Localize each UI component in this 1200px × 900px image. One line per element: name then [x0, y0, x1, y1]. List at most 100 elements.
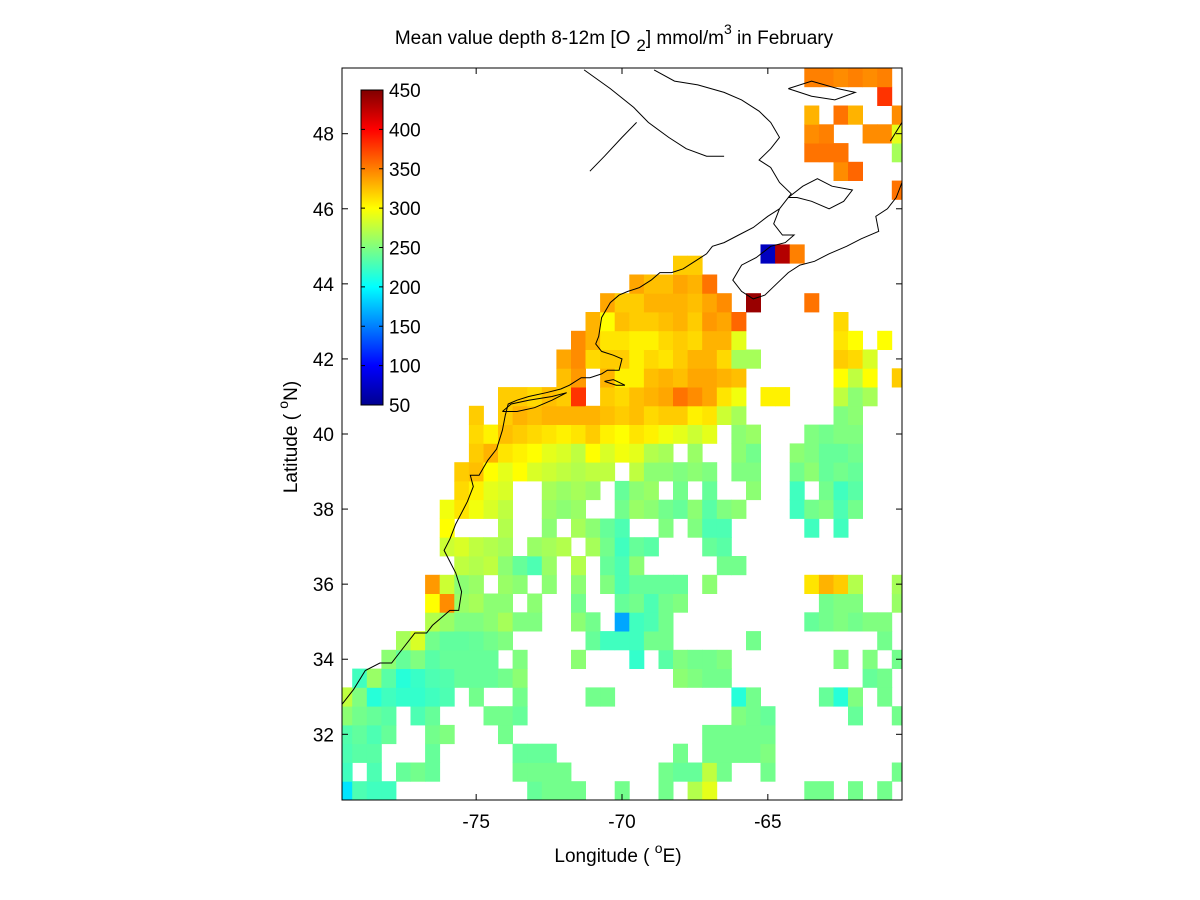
heatmap-cell — [804, 293, 820, 313]
heatmap-cell — [600, 462, 616, 482]
heatmap-cell — [658, 424, 674, 444]
heatmap-cell — [848, 462, 863, 482]
heatmap-cell — [512, 556, 528, 576]
heatmap-cell — [687, 518, 703, 538]
heatmap-cell — [541, 443, 557, 463]
heatmap-cell — [614, 424, 630, 444]
coastline-segment — [788, 80, 858, 101]
heatmap-cell — [527, 556, 543, 576]
heatmap-cell — [483, 668, 499, 688]
heatmap-cell — [731, 424, 747, 444]
colorbar-tick-label: 150 — [389, 317, 421, 338]
heatmap-cell — [614, 368, 630, 388]
heatmap-cell — [804, 499, 820, 519]
heatmap-cell — [716, 349, 732, 369]
heatmap-cell — [556, 405, 572, 425]
heatmap-cell — [342, 743, 353, 763]
heatmap-cell — [600, 556, 616, 576]
heatmap-cell — [585, 631, 601, 651]
heatmap-cell — [658, 518, 674, 538]
heatmap-cell — [425, 612, 441, 632]
heatmap-cell — [498, 424, 513, 444]
heatmap-cell — [571, 781, 586, 800]
heatmap-cell — [614, 781, 630, 800]
heatmap-cell — [396, 668, 411, 688]
y-tick-label: 48 — [313, 125, 334, 146]
heatmap-cell — [498, 556, 513, 576]
heatmap-cell — [498, 518, 513, 538]
heatmap-cell — [818, 574, 834, 594]
heatmap-cell — [381, 687, 397, 707]
heatmap-cell — [629, 405, 645, 425]
heatmap-cell — [891, 762, 902, 782]
heatmap-cell — [483, 480, 499, 501]
heatmap-cell — [629, 387, 645, 407]
heatmap-cell — [600, 312, 616, 332]
heatmap-cell — [818, 499, 834, 519]
heatmap-cell — [862, 368, 878, 388]
heatmap-cell — [643, 293, 659, 313]
heatmap-cell — [614, 293, 630, 313]
heatmap-cell — [702, 668, 718, 688]
heatmap-cell — [468, 556, 484, 576]
heatmap-cell — [658, 330, 674, 350]
heatmap-cell — [818, 781, 834, 800]
heatmap-cell — [658, 405, 674, 425]
heatmap-cell — [702, 518, 718, 538]
heatmap-cell — [702, 424, 718, 444]
heatmap-cell — [483, 593, 499, 613]
coastline — [342, 69, 902, 705]
heatmap-cell — [527, 537, 543, 557]
heatmap-cell — [673, 762, 688, 782]
heatmap-cell — [804, 781, 820, 800]
heatmap-cell — [848, 480, 863, 501]
heatmap-cell — [410, 762, 426, 782]
heatmap-cell — [600, 349, 616, 369]
heatmap-cell — [512, 743, 528, 763]
heatmap-cell — [818, 124, 834, 144]
heatmap-cell — [614, 480, 630, 501]
heatmap-cell — [702, 781, 718, 800]
heatmap-cell — [468, 424, 484, 444]
heatmap-cell — [716, 518, 732, 538]
heatmap-cell — [643, 424, 659, 444]
heatmap-cell — [716, 312, 732, 332]
heatmap-cell — [716, 743, 732, 763]
heatmap-cell — [454, 537, 470, 557]
heatmap-cell — [658, 387, 674, 407]
coastline-segment — [889, 122, 902, 142]
heatmap-cell — [468, 649, 484, 669]
heatmap-cell — [702, 349, 718, 369]
heatmap-cell — [614, 518, 630, 538]
heatmap-cell — [687, 499, 703, 519]
heatmap-cell — [833, 105, 849, 125]
heatmap-cell — [571, 462, 586, 482]
heatmap-cell — [848, 593, 863, 613]
heatmap-cell — [687, 462, 703, 482]
heatmap-cell — [600, 387, 616, 407]
coastline-segment — [653, 69, 792, 210]
heatmap-cell — [702, 649, 718, 669]
heatmap-cell — [439, 724, 455, 745]
heatmap-cell — [877, 68, 893, 88]
heatmap-cell — [410, 631, 426, 651]
heatmap-cell — [614, 537, 630, 557]
heatmap-cell — [468, 480, 484, 501]
heatmap-cell — [673, 499, 688, 519]
heatmap-cell — [877, 612, 893, 632]
heatmap-cell — [454, 612, 470, 632]
heatmap-cell — [702, 405, 718, 425]
heatmap-cell — [891, 180, 902, 200]
heatmap-cell — [702, 293, 718, 313]
heatmap-cell — [629, 499, 645, 519]
heatmap-cell — [498, 443, 513, 463]
heatmap-cell — [585, 462, 601, 482]
heatmap-cell — [541, 499, 557, 519]
heatmap-cell — [643, 274, 659, 294]
heatmap-cell — [439, 631, 455, 651]
heatmap-cell — [512, 762, 528, 782]
heatmap-cell — [396, 631, 411, 651]
heatmap-cell — [746, 462, 761, 482]
heatmap-cell — [833, 687, 849, 707]
heatmap-cell — [468, 687, 484, 707]
